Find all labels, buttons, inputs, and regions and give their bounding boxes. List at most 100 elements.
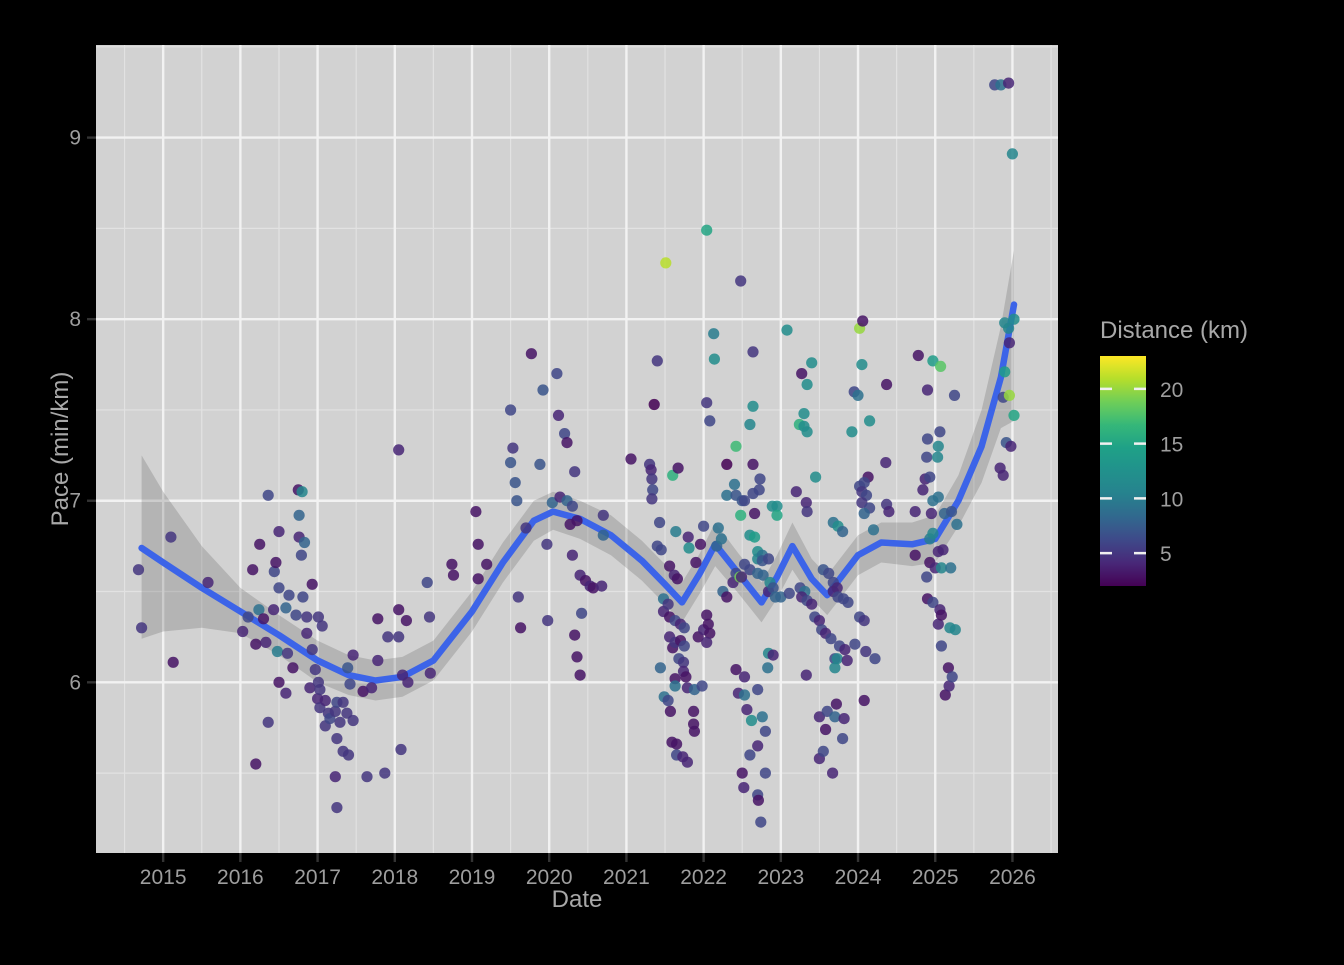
data-point — [841, 654, 853, 667]
data-point — [520, 522, 532, 534]
x-tick-label: 2015 — [140, 866, 187, 889]
data-point — [945, 562, 957, 574]
x-tick-label: 2016 — [217, 866, 264, 889]
data-point — [306, 578, 318, 590]
data-point — [260, 636, 272, 649]
data-point — [678, 640, 690, 652]
data-point — [856, 359, 868, 371]
x-tick-label: 2023 — [757, 866, 804, 889]
data-point — [646, 473, 658, 485]
data-point — [280, 602, 292, 614]
data-point — [393, 631, 405, 643]
data-point — [306, 644, 318, 656]
data-point — [752, 794, 765, 806]
data-point — [366, 682, 378, 694]
data-point — [917, 484, 929, 496]
data-point — [849, 638, 861, 650]
data-point — [943, 680, 955, 692]
data-point — [542, 615, 554, 627]
data-point — [999, 366, 1011, 378]
data-point — [511, 495, 523, 507]
data-point — [932, 491, 944, 503]
data-point — [749, 507, 761, 520]
data-point — [829, 711, 841, 723]
data-point — [254, 538, 266, 550]
data-point — [202, 576, 214, 589]
data-point — [688, 725, 701, 737]
data-point — [566, 500, 579, 512]
data-point — [696, 680, 708, 692]
grid-major — [96, 45, 1058, 853]
data-point — [273, 676, 285, 688]
x-tick-label: 2017 — [294, 866, 341, 889]
data-point — [759, 725, 772, 737]
data-point — [756, 711, 768, 723]
data-point — [347, 714, 359, 727]
data-point — [704, 627, 716, 639]
x-tick-label: 2025 — [912, 866, 959, 889]
data-point — [382, 631, 394, 643]
data-point — [472, 538, 484, 550]
data-point — [304, 682, 316, 694]
data-point — [569, 466, 581, 478]
data-point — [752, 684, 764, 696]
data-point — [552, 409, 565, 421]
data-point — [738, 689, 751, 701]
data-point — [283, 589, 295, 601]
data-point — [688, 705, 700, 718]
data-point — [271, 645, 283, 658]
data-point — [800, 669, 812, 681]
data-point — [857, 315, 869, 327]
data-point — [664, 705, 677, 718]
data-point — [708, 328, 720, 340]
data-point — [280, 687, 292, 699]
data-point — [423, 611, 436, 623]
data-point — [935, 640, 948, 652]
data-point — [721, 458, 733, 470]
data-point — [781, 324, 793, 336]
data-point — [927, 596, 939, 609]
data-point — [347, 649, 359, 661]
data-point — [319, 694, 331, 707]
data-point — [273, 526, 285, 538]
data-point — [664, 560, 676, 572]
data-point — [702, 618, 714, 630]
data-point — [257, 613, 270, 625]
data-point — [165, 531, 177, 543]
data-point — [680, 671, 692, 683]
data-point — [858, 615, 870, 627]
legend-tick-label: 20 — [1160, 379, 1183, 402]
data-point — [820, 723, 832, 736]
y-tick-label: 9 — [69, 127, 81, 150]
data-point — [662, 694, 674, 707]
data-point — [379, 767, 391, 779]
data-point — [881, 378, 893, 391]
data-point — [342, 749, 355, 761]
data-point — [749, 531, 761, 543]
data-point — [798, 408, 810, 420]
data-point — [645, 464, 657, 476]
x-tick-label: 2021 — [603, 866, 650, 889]
x-tick-label: 2020 — [526, 866, 573, 889]
x-axis-tick-labels: 2015 2016 2017 2018 2019 2020 2021 2022 2023 2024… — [140, 866, 1036, 889]
data-point — [721, 489, 733, 501]
data-point — [344, 678, 356, 690]
data-point — [421, 576, 433, 589]
data-point — [858, 507, 870, 520]
data-point — [395, 743, 407, 756]
data-point — [509, 477, 521, 489]
data-point — [329, 705, 341, 718]
data-point — [281, 647, 294, 659]
data-point — [136, 622, 148, 634]
data-point — [402, 676, 414, 688]
data-point — [167, 656, 179, 668]
data-point — [806, 598, 818, 610]
data-point — [762, 662, 774, 674]
data-point — [677, 656, 690, 668]
data-point — [682, 531, 694, 543]
data-point — [771, 509, 783, 521]
data-point — [341, 707, 353, 719]
data-point — [372, 654, 384, 667]
data-point — [357, 685, 369, 698]
data-point — [736, 767, 748, 779]
